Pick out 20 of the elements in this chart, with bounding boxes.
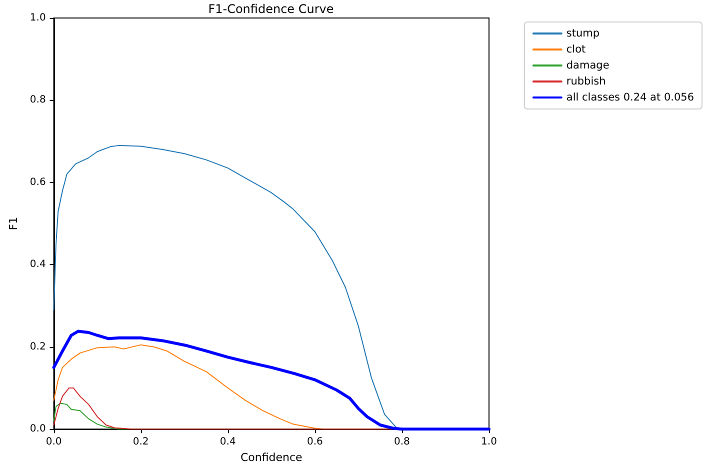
x-tick-label: 0.0 bbox=[46, 436, 62, 448]
y-axis-title: F1 bbox=[7, 216, 20, 230]
y-tick-label: 1.0 bbox=[30, 12, 46, 24]
legend-label: stump bbox=[566, 28, 600, 40]
legend-label: rubbish bbox=[566, 76, 606, 88]
x-tick-label: 1.0 bbox=[481, 436, 497, 448]
legend-label: clot bbox=[566, 44, 586, 56]
x-tick-label: 0.4 bbox=[220, 436, 236, 448]
legend-label: damage bbox=[566, 60, 610, 72]
legend-label: all classes 0.24 at 0.056 bbox=[566, 92, 694, 104]
y-tick-label: 0.4 bbox=[30, 259, 46, 270]
y-tick-label: 0.0 bbox=[30, 424, 46, 435]
x-axis-title: Confidence bbox=[240, 451, 303, 464]
y-tick-label: 0.6 bbox=[30, 176, 46, 188]
x-tick-label: 0.8 bbox=[394, 436, 410, 448]
x-tick-label: 0.6 bbox=[306, 436, 323, 448]
y-tick-label: 0.8 bbox=[30, 94, 46, 106]
y-tick-label: 0.2 bbox=[30, 341, 46, 352]
chart-title: F1-Confidence Curve bbox=[208, 2, 334, 16]
x-tick-label: 0.2 bbox=[132, 436, 149, 448]
